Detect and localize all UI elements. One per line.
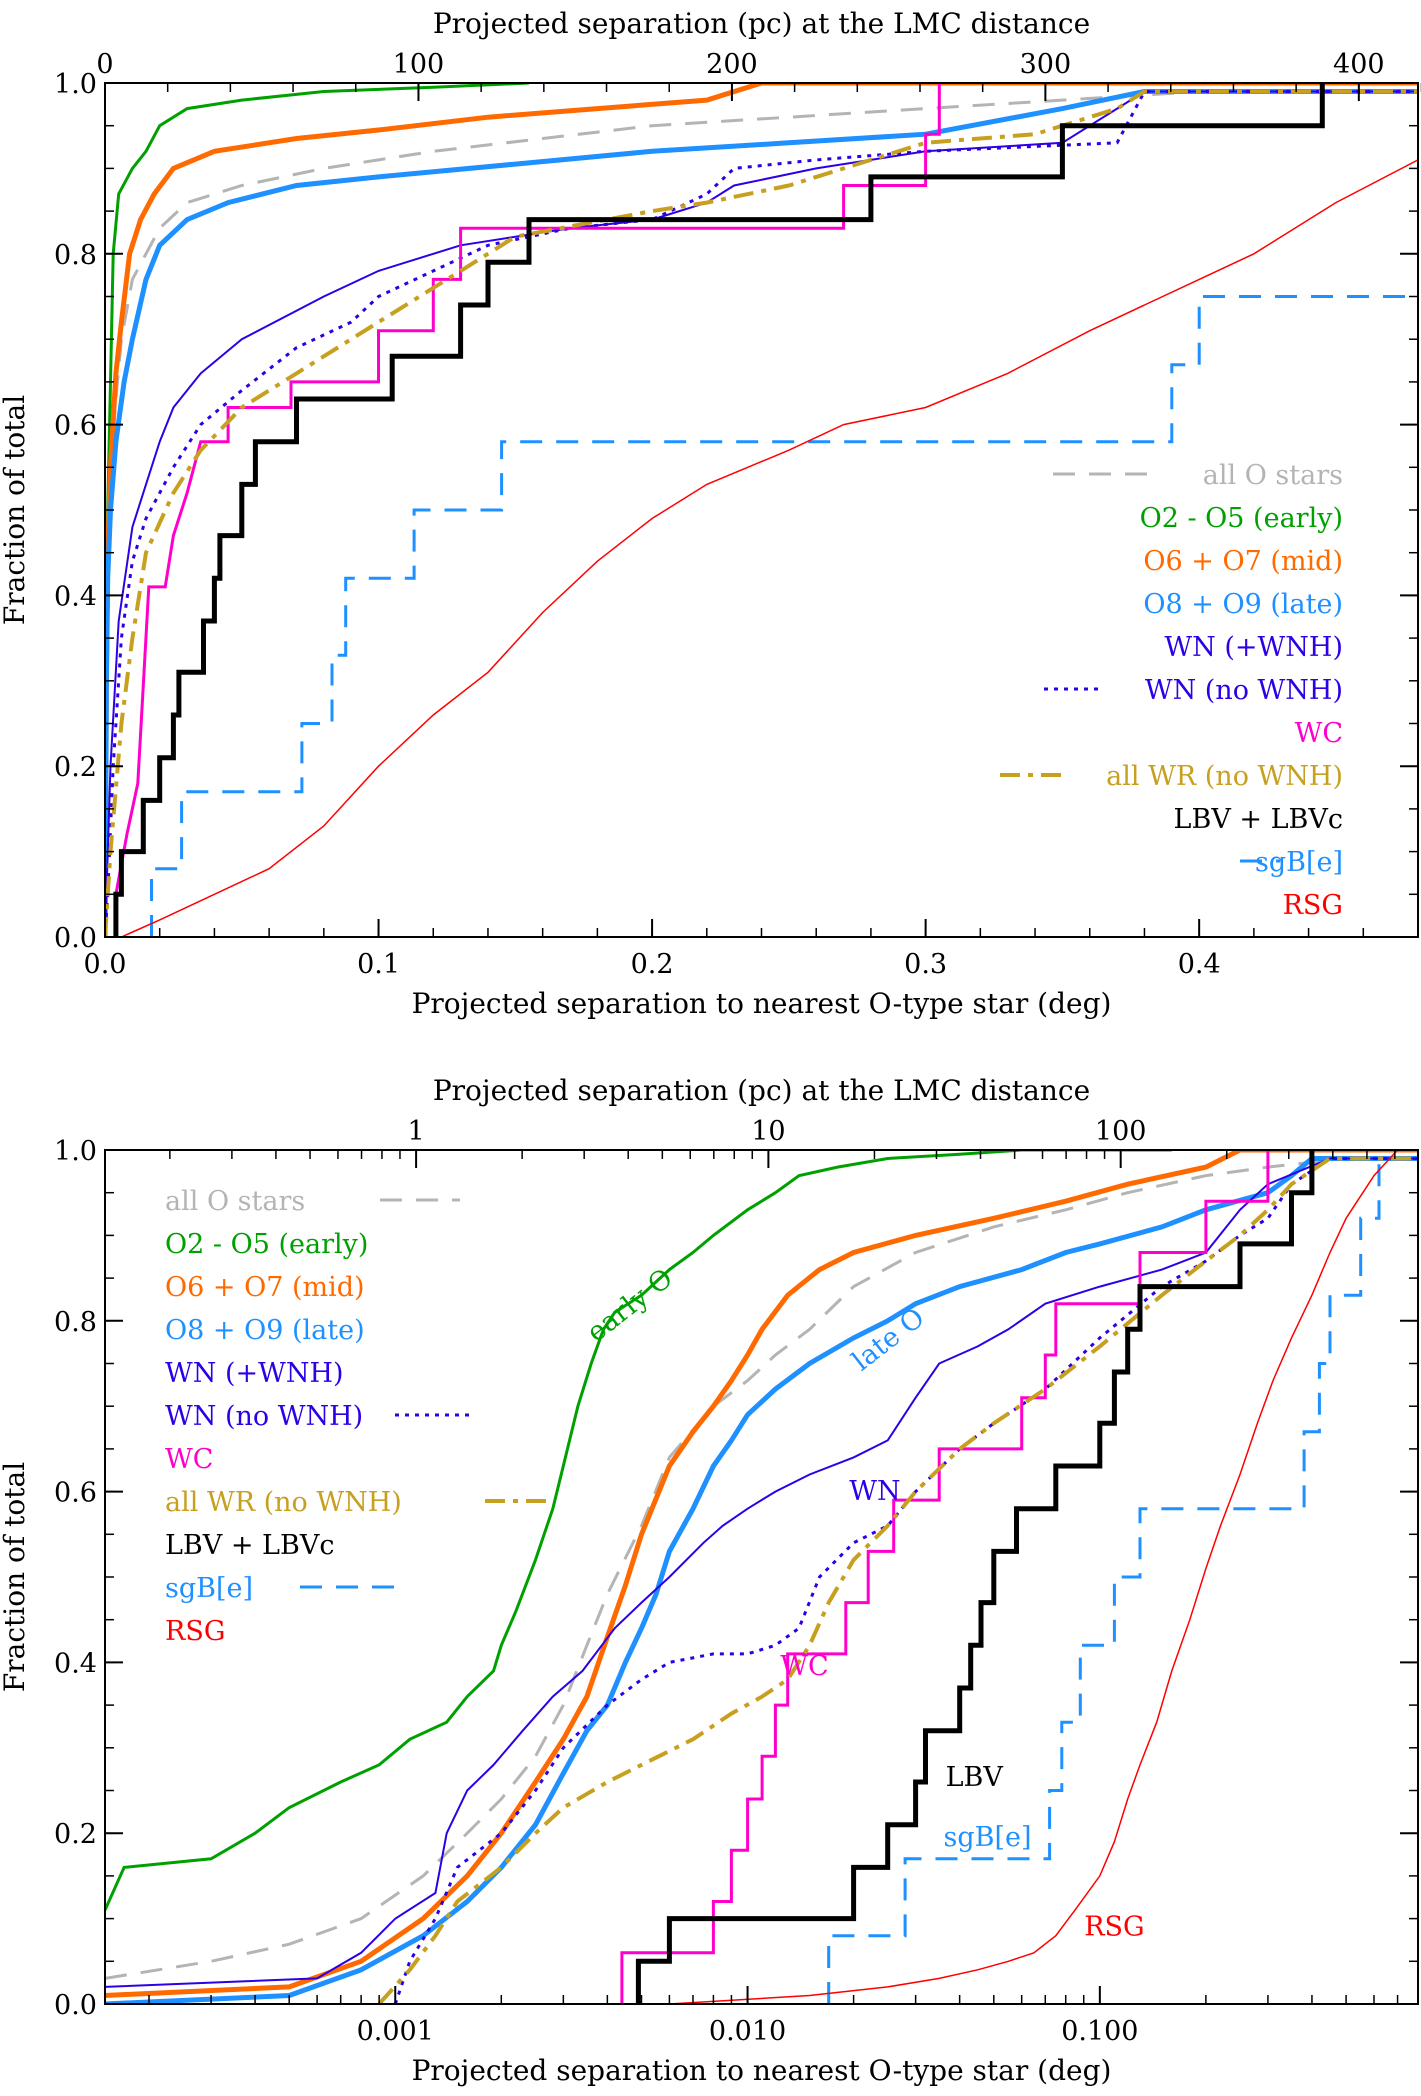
legend-entry-0: all O stars <box>1203 460 1343 491</box>
series-line-3 <box>105 89 1418 937</box>
legend-entry-6: WC <box>1295 718 1343 749</box>
annotation-4: LBV <box>946 1762 1004 1793</box>
legend-entry-6: WC <box>165 1444 213 1475</box>
series-line-2 <box>105 83 1418 937</box>
top-tick-label: 100 <box>393 49 445 80</box>
annotation-6: RSG <box>1084 1912 1144 1943</box>
series-line-8 <box>635 1150 1315 2004</box>
legend-entry-10: RSG <box>165 1616 225 1647</box>
annotation-2: WN <box>849 1476 900 1507</box>
legend-entry-7: all WR (no WNH) <box>165 1487 402 1518</box>
series-line-5 <box>393 1157 1418 2004</box>
top-tick-label: 300 <box>1020 49 1072 80</box>
top-tick-label: 1 <box>408 1116 425 1147</box>
series-line-5 <box>105 90 1418 937</box>
y-tick-label: 0.2 <box>54 1819 97 1850</box>
legend-entry-4: WN (+WNH) <box>1164 632 1343 663</box>
annotation-0: early O <box>581 1263 679 1349</box>
legend-entry-10: RSG <box>1283 890 1343 921</box>
series-line-3 <box>105 1156 1418 2004</box>
top-tick-label: 200 <box>706 49 758 80</box>
series-line-6 <box>114 83 941 937</box>
x-tick-label: 0.010 <box>709 2016 786 2047</box>
series-line-8 <box>113 83 1325 937</box>
plot-area <box>105 83 1418 937</box>
legend-entry-1: O2 - O5 (early) <box>1140 503 1343 534</box>
y-axis-label: Fraction of total <box>0 1462 31 1692</box>
legend-entry-3: O8 + O9 (late) <box>1143 589 1343 620</box>
series-line-2 <box>105 1150 1418 1998</box>
series-line-9 <box>827 1150 1381 2004</box>
legend: all O stars O2 - O5 (early) O6 + O7 (mid) O… <box>1000 460 1343 921</box>
legend-entry-2: O6 + O7 (mid) <box>1143 546 1343 577</box>
x-tick-label: 0.4 <box>1178 949 1221 980</box>
y-tick-label: 1.0 <box>54 69 97 100</box>
series-line-10 <box>669 1150 1418 2004</box>
annotation-5: sgB[e] <box>944 1822 1032 1853</box>
series-line-9 <box>150 295 1418 937</box>
legend-entry-4: WN (+WNH) <box>165 1358 344 1389</box>
legend-entry-8: LBV + LBVc <box>1174 804 1343 835</box>
legend-entry-0: all O stars <box>165 1186 305 1217</box>
y-tick-label: 0.0 <box>54 1990 97 2021</box>
y-tick-label: 0.0 <box>54 923 97 954</box>
annotation-3: WC <box>780 1651 828 1682</box>
top-panel-linear: 0.0 0.2 0.4 0.6 0.8 1.0 0.0 0.1 0.2 0.3 0.4 0 100 200… <box>0 7 1421 1020</box>
top-axis-label: Projected separation (pc) at the LMC dis… <box>433 1074 1090 1107</box>
x-tick-label: 0.100 <box>1061 2016 1138 2047</box>
y-tick-label: 0.6 <box>54 411 97 442</box>
x-tick-label: 0.001 <box>357 2016 434 2047</box>
series-line-7 <box>377 1156 1418 2004</box>
y-tick-label: 0.4 <box>54 581 97 612</box>
top-tick-label: 100 <box>1095 1116 1147 1147</box>
top-tick-label: 10 <box>751 1116 785 1147</box>
legend-entry-5: WN (no WNH) <box>165 1401 363 1432</box>
y-tick-label: 0.8 <box>54 1307 97 1338</box>
series-line-4 <box>105 90 1418 937</box>
x-axis-label: Projected separation to nearest O-type s… <box>412 987 1112 1020</box>
series-line-6 <box>620 1150 1270 2004</box>
legend-entry-3: O8 + O9 (late) <box>165 1315 365 1346</box>
x-tick-label: 0.3 <box>904 949 947 980</box>
x-tick-label: 0.1 <box>357 949 400 980</box>
series-line-7 <box>105 89 1418 937</box>
annotation-1: late O <box>847 1302 931 1377</box>
y-tick-label: 1.0 <box>54 1136 97 1167</box>
y-tick-label: 0.4 <box>54 1648 97 1679</box>
legend-entry-9: sgB[e] <box>165 1573 253 1604</box>
y-axis-label: Fraction of total <box>0 395 31 625</box>
series-line-1 <box>105 1150 1172 1911</box>
legend-entry-2: O6 + O7 (mid) <box>165 1272 365 1303</box>
y-tick-label: 0.8 <box>54 240 97 271</box>
x-tick-label: 0.0 <box>84 949 127 980</box>
y-tick-label: 0.2 <box>54 752 97 783</box>
legend: all O stars O2 - O5 (early) O6 + O7 (mid) O… <box>165 1186 550 1647</box>
x-axis-label: Projected separation to nearest O-type s… <box>412 2054 1112 2087</box>
legend-entry-9: sgB[e] <box>1255 847 1343 878</box>
series-line-10 <box>121 159 1418 937</box>
legend-entry-7: all WR (no WNH) <box>1106 761 1343 792</box>
top-axis-label: Projected separation (pc) at the LMC dis… <box>433 7 1090 40</box>
top-tick-label: 0 <box>96 49 113 80</box>
legend-entry-1: O2 - O5 (early) <box>165 1229 368 1260</box>
legend-entry-5: WN (no WNH) <box>1145 675 1343 706</box>
y-tick-label: 0.6 <box>54 1478 97 1509</box>
legend-entry-8: LBV + LBVc <box>165 1530 334 1561</box>
top-tick-label: 400 <box>1333 49 1385 80</box>
plot-area <box>105 1150 1418 2004</box>
x-tick-label: 0.2 <box>631 949 674 980</box>
